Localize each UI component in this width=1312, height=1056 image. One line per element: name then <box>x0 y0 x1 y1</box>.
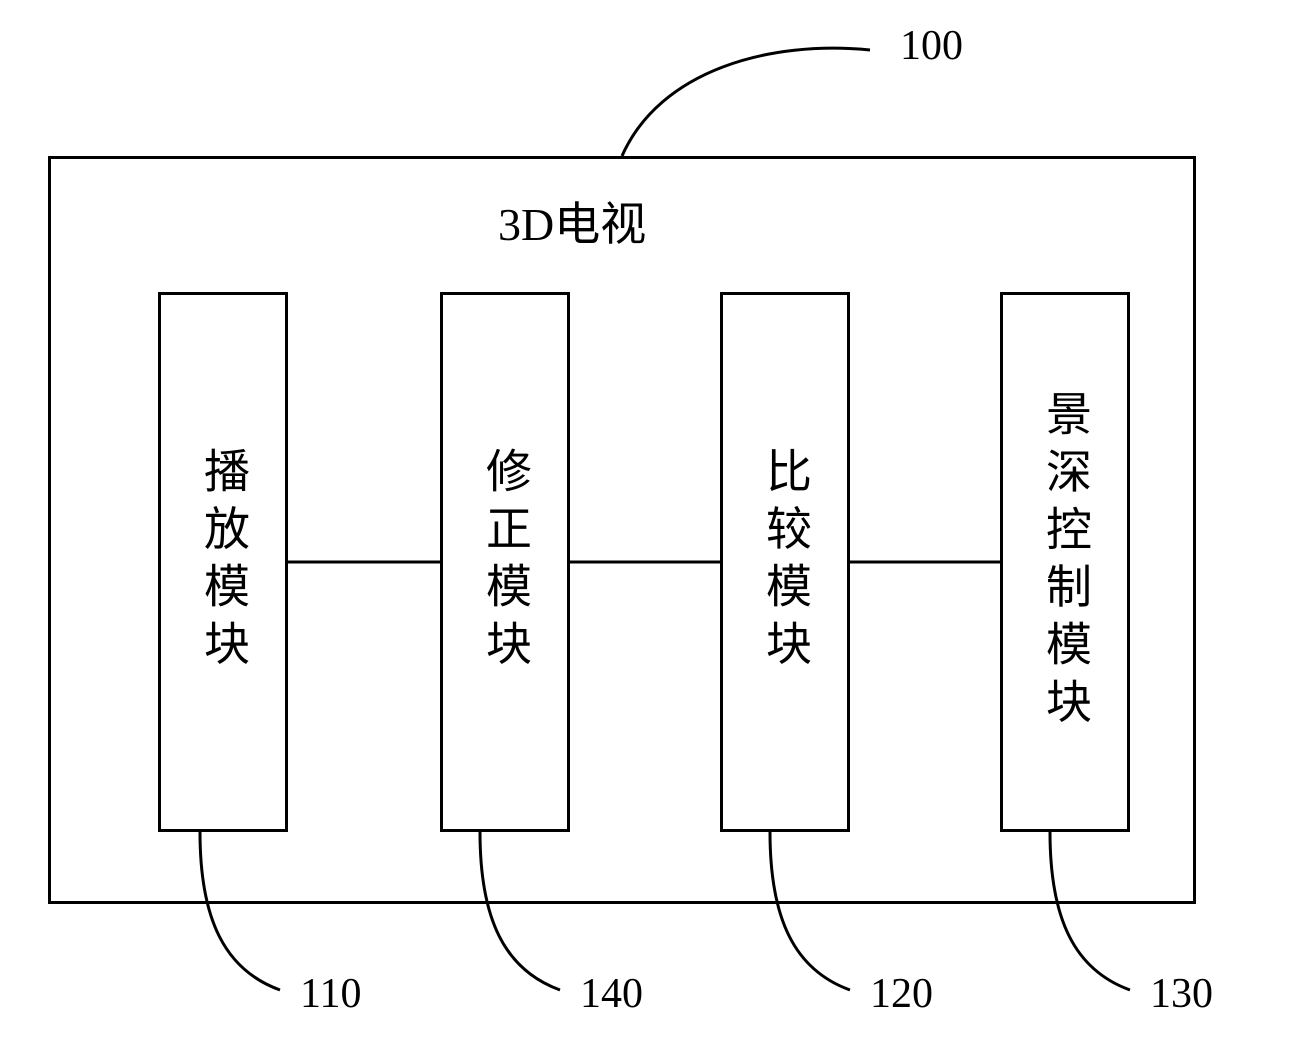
ref-play: 110 <box>300 970 361 1018</box>
module-play: 播放模块 <box>158 292 288 832</box>
module-depth-label: 景深控制模块 <box>1032 390 1098 735</box>
ref-outer: 100 <box>900 22 963 70</box>
module-play-label: 播放模块 <box>190 447 256 677</box>
ref-compare: 120 <box>870 970 933 1018</box>
module-correct-label: 修正模块 <box>472 447 538 677</box>
module-correct: 修正模块 <box>440 292 570 832</box>
ref-correct: 140 <box>580 970 643 1018</box>
module-compare: 比较模块 <box>720 292 850 832</box>
module-depth: 景深控制模块 <box>1000 292 1130 832</box>
diagram-title: 3D电视 <box>498 188 646 254</box>
ref-depth: 130 <box>1150 970 1213 1018</box>
module-compare-label: 比较模块 <box>752 447 818 677</box>
